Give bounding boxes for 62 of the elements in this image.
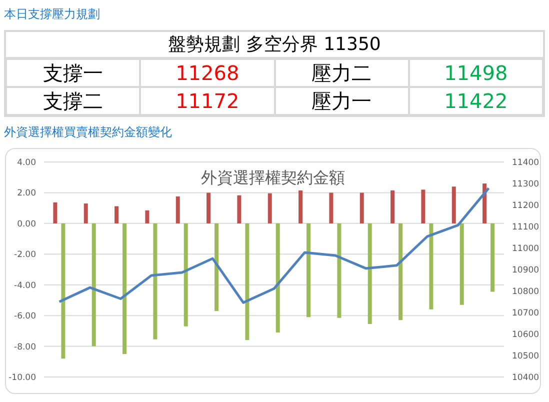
y2-tick-label: 10500	[512, 352, 540, 362]
line-series	[58, 186, 490, 304]
data-label: 11172	[140, 87, 274, 115]
y2-tick-label: 11000	[512, 244, 540, 254]
category-label: 支撐一	[6, 59, 140, 87]
bar	[460, 223, 464, 305]
bar	[153, 223, 158, 340]
bar	[337, 223, 342, 318]
bar	[429, 223, 434, 310]
bar	[306, 223, 311, 318]
bar	[329, 192, 334, 224]
bar	[298, 190, 303, 224]
bar	[360, 192, 364, 224]
y2-tick-label: 11400	[512, 158, 540, 168]
bar	[176, 196, 180, 224]
y2-tick-label: 10800	[512, 287, 540, 298]
bar	[114, 206, 119, 224]
bar	[206, 192, 211, 224]
y-tick-label: -8.00	[14, 342, 36, 352]
data-label: 11268	[140, 59, 274, 87]
bar	[421, 190, 426, 224]
bar	[268, 193, 272, 224]
bar	[482, 184, 487, 224]
y-tick-label: -10.00	[8, 373, 36, 384]
data-label: 11498	[408, 59, 543, 87]
y2-tick-label: 10700	[512, 308, 540, 319]
y-tick-label: -4.00	[14, 280, 36, 291]
y2-tick-label: 11200	[512, 201, 540, 212]
y2-tick-label: 10400	[512, 373, 540, 384]
y2-tick-label: 10900	[512, 266, 540, 276]
data-label: 11422	[408, 87, 543, 115]
bar	[184, 223, 188, 326]
y-tick-label: 4.00	[17, 158, 36, 168]
chart-subtitle: 外資選擇權買賣權契約金額變化	[4, 124, 172, 141]
chart-title: 外資選擇權契約金額	[201, 168, 345, 187]
bar	[53, 202, 58, 224]
text: 本日支撐壓力規劃	[4, 6, 100, 23]
bar	[390, 190, 395, 224]
bar	[237, 195, 242, 224]
bar	[452, 186, 456, 224]
y-tick-label: 0.00	[17, 219, 36, 230]
bar	[490, 223, 495, 292]
category-label: 壓力一	[274, 87, 409, 115]
bar	[122, 223, 127, 354]
bar	[368, 223, 372, 324]
bar	[214, 223, 219, 311]
y-tick-label: -2.00	[14, 250, 36, 260]
bar	[145, 210, 150, 224]
bar	[61, 223, 66, 359]
y2-tick-label: 10600	[512, 330, 540, 340]
y-tick-label: 2.00	[17, 188, 36, 199]
y-tick-label: -6.00	[14, 312, 36, 322]
category-label: 壓力二	[274, 59, 409, 87]
bar	[84, 203, 88, 224]
y2-tick-label: 11300	[512, 180, 540, 190]
text: 盤勢規劃 多空分界 11350	[6, 32, 543, 59]
category-label: 支撐二	[6, 87, 140, 115]
bar	[245, 223, 250, 340]
bar	[398, 223, 403, 320]
bar	[276, 223, 280, 332]
y2-tick-label: 11100	[512, 222, 540, 233]
bar	[92, 223, 96, 346]
